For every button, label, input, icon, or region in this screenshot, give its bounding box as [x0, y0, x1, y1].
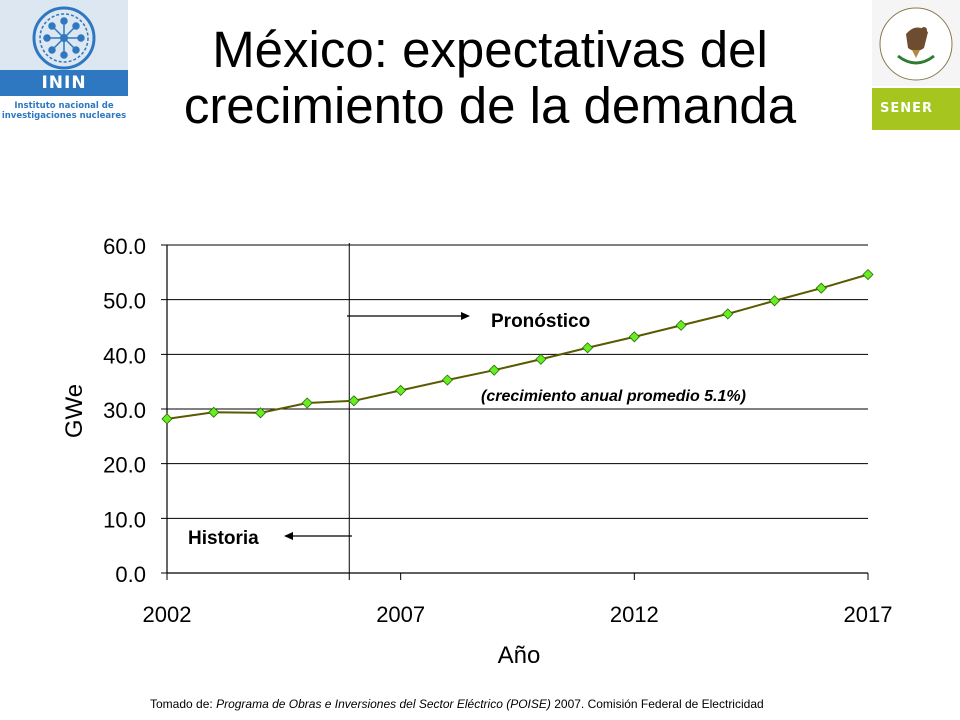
page-title-line2: crecimiento de la demanda	[183, 77, 797, 134]
data-point-marker	[628, 331, 640, 343]
data-point-marker	[862, 268, 874, 281]
data-point-marker	[161, 413, 173, 425]
demand-series-line	[166, 273, 869, 420]
x-tick-label: 2012	[610, 602, 659, 627]
chart-annotations: Pronóstico (crecimiento anual promedio 5…	[188, 311, 746, 549]
y-tick-label: 10.0	[103, 507, 146, 532]
data-point-marker	[348, 395, 360, 407]
y-tick-label: 0.0	[115, 562, 146, 587]
x-tick-label: 2002	[143, 602, 192, 627]
source-citation: Tomado de: Programa de Obras e Inversion…	[150, 697, 950, 711]
data-point-marker	[301, 397, 313, 409]
page-title-line1: México: expectativas del	[212, 21, 768, 78]
data-point-marker	[675, 319, 687, 331]
forecast-label: Pronóstico	[491, 311, 590, 332]
inin-subtitle-line1: Instituto nacional de	[14, 101, 114, 111]
data-point-marker	[488, 364, 500, 376]
sener-logo: SENER	[872, 0, 960, 130]
data-point-marker	[722, 308, 734, 320]
x-tick-label: 2007	[376, 602, 425, 627]
data-point-marker	[441, 374, 453, 386]
mexico-seal-icon	[872, 0, 960, 86]
source-suffix: 2007. Comisión Federal de Electricidad	[554, 697, 764, 711]
data-point-marker	[582, 342, 594, 354]
x-axis-title: Año	[498, 642, 541, 669]
data-point-marker	[768, 295, 781, 307]
x-tick-label: 2017	[844, 602, 893, 627]
history-label: Historia	[188, 528, 259, 549]
y-axis-title: GWe	[61, 384, 88, 438]
data-point-marker	[815, 282, 827, 294]
y-tick-label: 20.0	[103, 453, 146, 478]
data-point-marker	[535, 353, 547, 365]
chart-series	[161, 268, 874, 425]
inin-logo: ININ Instituto nacional de investigacion…	[0, 0, 128, 128]
chart-axes	[166, 243, 869, 580]
y-tick-label: 60.0	[103, 234, 146, 259]
x-tick-labels: 2002 2007 2012 2017	[143, 602, 893, 627]
inin-emblem-icon	[0, 0, 128, 76]
data-point-marker	[254, 407, 267, 419]
data-point-marker	[395, 384, 407, 396]
source-title: Programa de Obras e Inversiones del Sect…	[216, 697, 551, 711]
inin-logo-subtitle: Instituto nacional de investigaciones nu…	[0, 101, 128, 121]
history-arrowhead	[284, 532, 293, 540]
inin-logo-name: ININ	[0, 70, 128, 96]
y-tick-label: 40.0	[103, 343, 146, 368]
forecast-arrowhead	[461, 312, 470, 320]
chart-gridlines	[161, 244, 868, 574]
y-tick-label: 50.0	[103, 289, 146, 314]
data-point-marker	[208, 406, 220, 418]
y-tick-labels: 0.0 10.0 20.0 30.0 40.0 50.0 60.0	[103, 234, 146, 587]
page-title: México: expectativas del crecimiento de …	[120, 22, 860, 134]
growth-rate-label: (crecimiento anual promedio 5.1%)	[481, 388, 746, 405]
inin-subtitle-line2: investigaciones nucleares	[1, 111, 127, 121]
source-prefix: Tomado de:	[150, 697, 213, 711]
y-tick-label: 30.0	[103, 398, 146, 423]
sener-logo-name: SENER	[872, 88, 960, 130]
